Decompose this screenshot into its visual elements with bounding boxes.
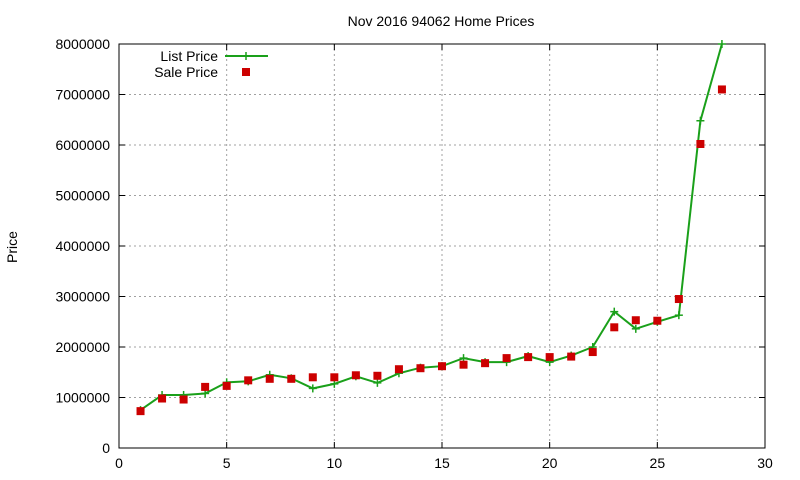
data-point [717,40,726,48]
series-layer [136,40,726,416]
data-point [351,371,360,380]
y-tick-label: 7000000 [55,87,110,103]
data-point [696,139,705,148]
data-point [588,348,597,357]
data-point [373,371,382,380]
data-point [524,353,533,362]
x-tick-label: 5 [223,455,231,471]
x-tick-label: 0 [115,455,123,471]
data-point [265,374,274,383]
data-point [674,295,683,304]
series-line [139,43,723,411]
series-sale-price [136,85,726,416]
y-tick-label: 6000000 [55,137,110,153]
y-tick-label: 8000000 [55,36,110,52]
data-point [416,364,425,373]
data-point [438,362,446,371]
data-point [136,407,145,416]
data-point [308,373,317,382]
x-tick-label: 15 [434,455,450,471]
series-list-price [136,40,726,415]
chart-title: Nov 2016 94062 Home Prices [348,13,535,29]
data-point [201,382,210,391]
x-tick-label: 30 [757,455,773,471]
data-point [158,394,167,403]
x-tick-label: 10 [327,455,343,471]
legend-label: Sale Price [154,64,218,80]
data-point [610,323,619,332]
data-point [481,359,490,368]
y-axis-label: Price [4,231,20,263]
data-point [502,354,511,363]
data-point [674,311,683,320]
legend-label: List Price [160,48,218,64]
y-tick-label: 1000000 [55,390,110,406]
data-point [717,85,726,94]
data-point [567,352,576,361]
data-point [287,374,296,383]
data-point [179,395,188,404]
data-point [244,376,253,385]
data-point [631,316,640,325]
data-point [696,116,705,125]
legend-marker [242,52,250,60]
data-point [373,378,382,387]
data-point [394,365,403,374]
data-point [631,324,640,333]
y-tick-label: 0 [102,440,110,456]
data-point [545,353,554,362]
y-tick-label: 3000000 [55,289,110,305]
y-tick-label: 4000000 [55,238,110,254]
x-tick-label: 20 [542,455,558,471]
data-point [330,373,339,382]
data-point [459,360,468,369]
y-tick-label: 5000000 [55,188,110,204]
axes: 0 5 10 15 20 25 30 0 1000000 2000000 3000000 400000… [55,36,773,471]
legend-marker [242,68,250,76]
data-point [222,381,231,390]
data-point [653,316,662,325]
data-point [610,307,619,316]
x-tick-label: 25 [650,455,666,471]
data-point [308,384,317,393]
y-tick-label: 2000000 [55,339,110,355]
